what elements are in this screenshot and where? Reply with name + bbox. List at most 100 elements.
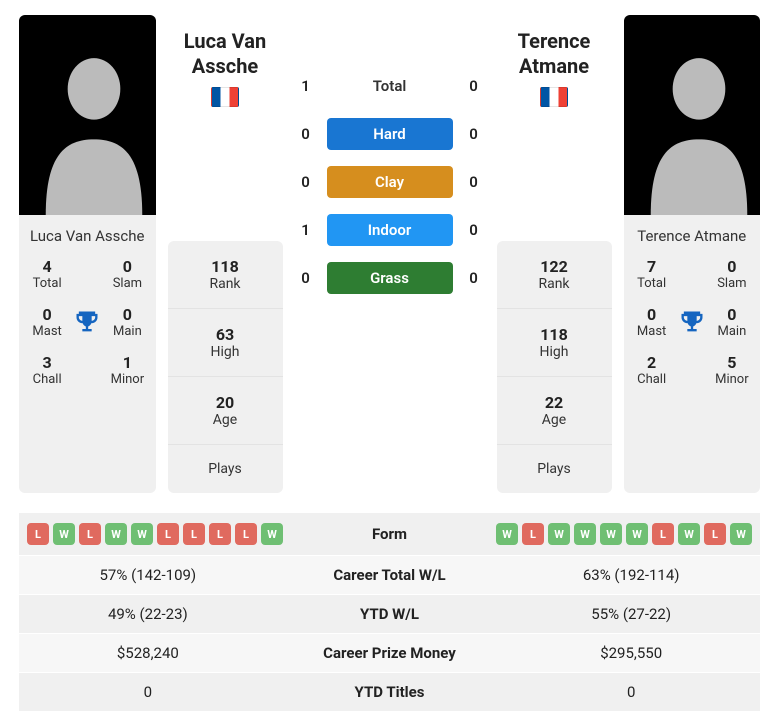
table-row: 49% (22-23)YTD W/L55% (27-22) (19, 595, 760, 634)
p2-mast: 0Mast (632, 305, 672, 339)
form-chip: W (730, 523, 752, 545)
p1-slam: 0Slam (107, 257, 147, 291)
h2h-label: Hard (327, 118, 453, 150)
p2-total: 7Total (632, 257, 672, 291)
p1-minor: 1Minor (107, 353, 147, 387)
h2h-row: 1 Indoor 0 (295, 214, 485, 246)
form-chip: W (626, 523, 648, 545)
h2h-row: 0 Clay 0 (295, 166, 485, 198)
france-flag-icon (211, 87, 239, 107)
row-label: Form (300, 525, 480, 543)
table-row: $528,240Career Prize Money$295,550 (19, 634, 760, 673)
form-chip: L (183, 523, 205, 545)
h2h-p2-value: 0 (463, 221, 485, 239)
player1-card-name: Luca Van Assche (19, 215, 156, 257)
row-label: Career Total W/L (269, 566, 511, 584)
p1-mast: 0Mast (27, 305, 67, 339)
p1-value: 57% (142-109) (27, 566, 269, 584)
h2h-p1-value: 1 (295, 77, 317, 95)
p2-value: $295,550 (510, 644, 752, 662)
form-chip: W (678, 523, 700, 545)
form-chip: W (574, 523, 596, 545)
trophy-icon (67, 308, 107, 336)
form-chip: L (704, 523, 726, 545)
p1-main: 0Main (107, 305, 147, 339)
player1-header: Luca Van Assche (168, 15, 283, 111)
p2-chall: 2Chall (632, 353, 672, 387)
form-chip: L (157, 523, 179, 545)
p1-rank: 118Rank (168, 241, 283, 309)
form-chip: W (600, 523, 622, 545)
form-chip: L (522, 523, 544, 545)
h2h-p2-value: 0 (463, 125, 485, 143)
p1-age: 20Age (168, 377, 283, 445)
p1-value: $528,240 (27, 644, 269, 662)
h2h-p2-value: 0 (463, 77, 485, 95)
p2-form: WLWWWWLWLW (480, 523, 753, 545)
h2h-p1-value: 0 (295, 173, 317, 191)
player-silhouette-icon (39, 45, 149, 215)
player1-photo (19, 15, 156, 215)
h2h-label: Total (327, 70, 453, 102)
player2-card: Terence Atmane 7Total 0Slam 0Mast 0Main … (624, 15, 761, 493)
h2h-label: Clay (327, 166, 453, 198)
player2-name: Terence Atmane (497, 29, 612, 79)
p2-main: 0Main (712, 305, 752, 339)
player2-card-name: Terence Atmane (624, 215, 761, 257)
form-chip: L (652, 523, 674, 545)
comparison-table: LWLWWLLLLWFormWLWWWWLWLW57% (142-109)Car… (19, 513, 760, 712)
p1-form: LWLWWLLLLW (27, 523, 300, 545)
player2-photo (624, 15, 761, 215)
form-chip: W (548, 523, 570, 545)
player1-name: Luca Van Assche (168, 29, 283, 79)
h2h-p2-value: 0 (463, 269, 485, 287)
form-chip: L (79, 523, 101, 545)
h2h-p1-value: 0 (295, 125, 317, 143)
form-chip: L (235, 523, 257, 545)
h2h-p1-value: 1 (295, 221, 317, 239)
row-label: Career Prize Money (269, 644, 511, 662)
p2-minor: 5Minor (712, 353, 752, 387)
p1-chall: 3Chall (27, 353, 67, 387)
p1-total: 4Total (27, 257, 67, 291)
p2-high: 118High (497, 309, 612, 377)
player2-header: Terence Atmane (497, 15, 612, 111)
france-flag-icon (540, 87, 568, 107)
p2-slam: 0Slam (712, 257, 752, 291)
row-label: YTD Titles (269, 683, 511, 701)
table-row: 0YTD Titles0 (19, 673, 760, 712)
form-chip: L (27, 523, 49, 545)
form-chip: W (105, 523, 127, 545)
row-label: YTD W/L (269, 605, 511, 623)
form-chip: L (209, 523, 231, 545)
h2h-p2-value: 0 (463, 173, 485, 191)
player2-stat-box: 122Rank 118High 22Age Plays (497, 241, 612, 493)
table-row: 57% (142-109)Career Total W/L63% (192-11… (19, 556, 760, 595)
form-chip: W (496, 523, 518, 545)
comparison-top: Luca Van Assche 4Total 0Slam 0Mast 0Main… (19, 15, 760, 493)
player1-column: Luca Van Assche 118Rank 63High 20Age Pla… (168, 15, 283, 493)
player1-card: Luca Van Assche 4Total 0Slam 0Mast 0Main… (19, 15, 156, 493)
player1-stat-box: 118Rank 63High 20Age Plays (168, 241, 283, 493)
h2h-p1-value: 0 (295, 269, 317, 287)
p2-value: 0 (510, 683, 752, 701)
trophy-icon (672, 308, 712, 336)
player2-trophy-grid: 7Total 0Slam 0Mast 0Main 2Chall 5Minor (624, 257, 761, 397)
form-chip: W (261, 523, 283, 545)
h2h-row: 1 Total 0 (295, 70, 485, 102)
h2h-label: Indoor (327, 214, 453, 246)
p2-rank: 122Rank (497, 241, 612, 309)
h2h-row: 0 Hard 0 (295, 118, 485, 150)
form-chip: W (53, 523, 75, 545)
player-silhouette-icon (644, 45, 754, 215)
p1-high: 63High (168, 309, 283, 377)
p1-plays: Plays (168, 445, 283, 493)
h2h-column: 1 Total 0 0 Hard 0 0 Clay 0 1 Indoor 0 0 Grass 0 (295, 15, 485, 493)
h2h-label: Grass (327, 262, 453, 294)
p2-value: 63% (192-114) (510, 566, 752, 584)
p2-value: 55% (27-22) (510, 605, 752, 623)
player1-trophy-grid: 4Total 0Slam 0Mast 0Main 3Chall 1Minor (19, 257, 156, 397)
p1-value: 0 (27, 683, 269, 701)
player2-column: Terence Atmane 122Rank 118High 22Age Pla… (497, 15, 612, 493)
table-row: LWLWWLLLLWFormWLWWWWLWLW (19, 513, 760, 556)
